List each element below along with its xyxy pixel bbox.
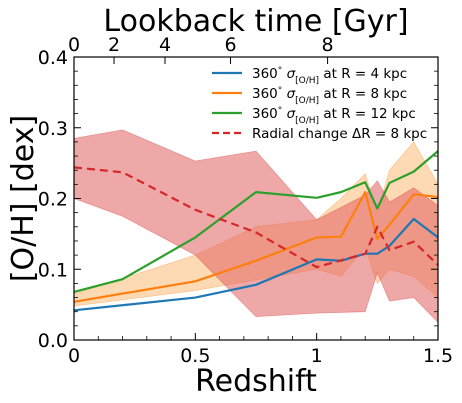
x-tick-label-1: 0.5 <box>180 345 210 367</box>
top-tick-label-3: 6 <box>224 34 236 56</box>
y-tick-label-4: 0.4 <box>38 47 68 69</box>
line-series-3 <box>73 166 439 269</box>
top-tick-label-0: 0 <box>68 34 80 56</box>
top-tick-label-1: 2 <box>108 34 120 56</box>
y-tick-label-0: 0.0 <box>38 330 68 352</box>
top-tick-label-4: 8 <box>322 34 334 56</box>
legend-label-2: 360° σ[O/H] at R = 12 kpc <box>252 106 416 126</box>
series-lines <box>73 150 439 312</box>
y-tick-label-1: 0.1 <box>38 259 68 281</box>
line-series-2 <box>73 150 439 293</box>
y-tick-label-3: 0.3 <box>38 118 68 140</box>
x-tick-label-3: 1.5 <box>423 345 453 367</box>
legend-label-1: 360° σ[O/H] at R = 8 kpc <box>252 86 407 106</box>
y-axis-title: [O/H] [dex] <box>6 115 41 282</box>
line-series-1 <box>73 191 439 303</box>
x-axis-title: Redshift <box>195 364 317 399</box>
x-tick-label-2: 1 <box>311 345 323 367</box>
x-tick-label-0: 0 <box>68 345 80 367</box>
legend-label-0: 360° σ[O/H] at R = 4 kpc <box>252 66 407 86</box>
top-tick-label-2: 4 <box>159 34 171 56</box>
legend-label-3: Radial change ΔR = 8 kpc <box>252 126 427 142</box>
axis-ticks: 0 0.5 1 1.50.00.10.20.30.40 2 4 6 8 <box>38 34 453 367</box>
top-axis-title: Lookback time [Gyr] <box>103 4 408 39</box>
y-tick-label-2: 0.2 <box>38 189 68 211</box>
